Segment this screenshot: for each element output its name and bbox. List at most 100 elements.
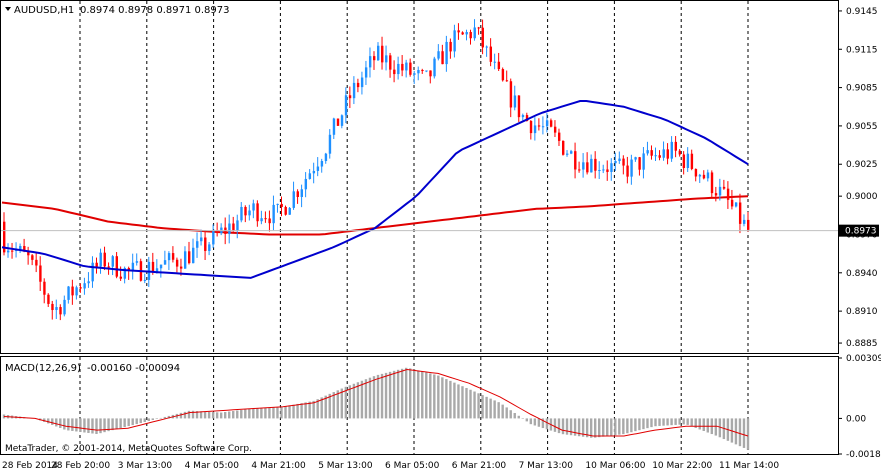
macd-panel[interactable] <box>0 356 839 455</box>
candle-body <box>91 262 94 282</box>
candle-body <box>372 56 376 61</box>
macd-bar <box>139 418 142 424</box>
candle-body <box>67 286 70 300</box>
candle-body <box>352 82 356 99</box>
candle-body <box>465 31 468 35</box>
macd-bar <box>545 418 549 430</box>
macd-bar <box>284 406 287 419</box>
macd-bar <box>348 385 352 419</box>
candle-body <box>39 265 42 282</box>
macd-bar <box>513 413 516 419</box>
candle-body <box>417 69 420 74</box>
macd-bar <box>622 418 625 435</box>
macd-bar <box>115 418 118 430</box>
candle-body <box>606 169 609 172</box>
candle-body <box>485 46 488 48</box>
candle-body <box>493 61 497 63</box>
candle-body <box>497 61 501 70</box>
candle-body <box>272 204 275 224</box>
time-tick-label: 28 Feb 2014 <box>2 461 58 471</box>
candle-body <box>706 172 710 179</box>
macd-bar <box>296 403 299 419</box>
candle-body <box>268 218 271 224</box>
macd-bar <box>658 418 661 426</box>
candle-body <box>196 241 199 248</box>
candle-body <box>654 155 657 157</box>
candle-body <box>658 155 661 158</box>
macd-bar <box>537 418 541 427</box>
macd-bar <box>159 417 163 419</box>
macd-bar <box>123 418 126 428</box>
candle-body <box>429 70 432 77</box>
candle-body <box>7 250 10 253</box>
candle-body <box>312 170 316 174</box>
candle-body <box>340 115 344 126</box>
price-panel[interactable] <box>0 0 839 354</box>
candle-body <box>513 95 517 108</box>
macd-bar <box>433 374 436 419</box>
price-axis[interactable]: 0.9145 0.9115 0.9085 0.9055 0.9025 0.9000 0.89… <box>838 7 878 349</box>
candle-body <box>35 259 38 266</box>
candle-body <box>461 32 464 35</box>
candle-body <box>43 281 46 295</box>
candle-body <box>55 307 58 311</box>
candle-body <box>718 186 722 196</box>
candle-body <box>582 162 585 170</box>
macd-bar <box>589 418 593 438</box>
candle-body <box>537 125 541 127</box>
price-tick-label: 0.9055 <box>846 122 878 132</box>
candle-body <box>248 210 251 216</box>
candle-body <box>598 169 601 171</box>
macd-bar <box>332 392 335 419</box>
candle-body <box>167 253 171 261</box>
candle-body <box>634 157 637 160</box>
candle-body <box>51 303 54 311</box>
macd-bar <box>264 407 267 419</box>
candle-body <box>324 153 328 162</box>
candle-body <box>678 150 682 155</box>
macd-bar <box>240 409 243 419</box>
candle-body <box>630 159 633 177</box>
candle-body <box>131 262 135 271</box>
candle-body <box>489 46 493 62</box>
macd-bar <box>738 418 742 447</box>
macd-bar <box>63 418 66 430</box>
macd-bar <box>127 418 130 427</box>
macd-bar <box>244 409 247 419</box>
price-tick-label: 0.9000 <box>846 192 878 202</box>
macd-bar <box>47 418 50 424</box>
candle-body <box>638 157 641 170</box>
macd-bar <box>2 414 6 419</box>
candle-body <box>389 55 392 70</box>
candle-body <box>574 151 577 170</box>
macd-bar <box>517 415 520 419</box>
candle-body <box>212 230 215 245</box>
price-tick-label: 0.9085 <box>846 84 878 94</box>
time-tick-label: 3 Mar 13:00 <box>118 461 173 471</box>
macd-bar <box>336 390 339 419</box>
time-tick-label: 7 Mar 13:00 <box>519 461 574 471</box>
candle-body <box>187 251 191 264</box>
macd-axis[interactable]: 0.00309 0.00 -0.00182 <box>838 354 881 460</box>
candle-body <box>549 120 553 127</box>
candle-body <box>401 63 404 71</box>
macd-bar <box>248 408 251 419</box>
candle-body <box>23 246 26 252</box>
candle-body <box>304 178 308 190</box>
macd-bar <box>75 418 78 432</box>
dropdown-triangle-icon[interactable] <box>5 7 11 11</box>
macd-bar <box>356 382 360 419</box>
time-tick-label: 6 Mar 21:00 <box>452 461 507 471</box>
macd-bar <box>626 418 629 434</box>
time-tick-label: 5 Mar 13:00 <box>318 461 373 471</box>
macd-bar <box>91 418 94 434</box>
time-tick-label: 6 Mar 05:00 <box>385 461 440 471</box>
candle-body <box>562 140 565 155</box>
macd-bar <box>292 404 295 419</box>
macd-bar <box>682 418 685 425</box>
macd-bar <box>565 418 569 435</box>
macd-bar <box>441 377 444 419</box>
